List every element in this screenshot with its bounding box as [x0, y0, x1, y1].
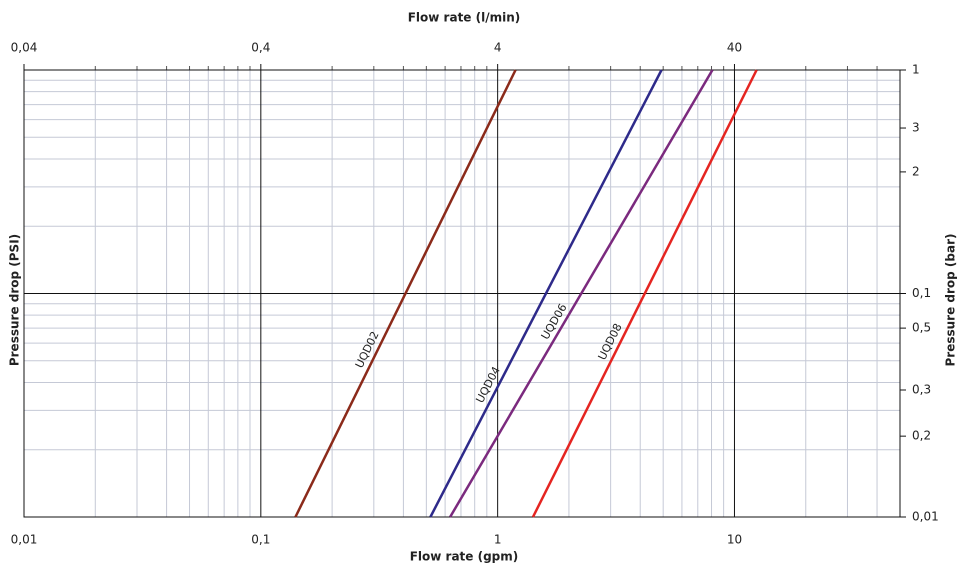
x-tick-label: 1 — [494, 533, 502, 547]
x-tick-label: 0,01 — [11, 533, 38, 547]
x2-tick-label: 40 — [727, 41, 742, 55]
y-axis-label: Pressure drop (PSI) — [8, 234, 22, 366]
y-tick-label: 3 — [912, 121, 920, 135]
x-tick-label: 0,1 — [251, 533, 270, 547]
y-tick-label: 0,5 — [912, 321, 931, 335]
line — [429, 69, 663, 518]
y-tick-label: 0,01 — [912, 510, 939, 524]
y-tick-label: 0,1 — [912, 286, 931, 300]
x2-tick-label: 0,04 — [11, 41, 38, 55]
line — [531, 69, 758, 518]
x2-axis-label: Flow rate (l/min) — [408, 11, 521, 25]
plot-frame — [23, 69, 901, 518]
x2-tick-label: 0,4 — [251, 41, 270, 55]
x2-tick-label: 4 — [494, 41, 502, 55]
y-tick-label: 0,3 — [912, 383, 931, 397]
y-tick-label: 2 — [912, 164, 920, 178]
line — [449, 69, 714, 518]
x-tick-label: 10 — [727, 533, 742, 547]
y-tick-label: 1 — [912, 63, 920, 77]
y2-axis-label: Pressure drop (bar) — [944, 233, 958, 366]
line — [294, 69, 517, 518]
x-axis-label: Flow rate (gpm) — [410, 550, 519, 564]
y-tick-label: 0,2 — [912, 429, 931, 443]
